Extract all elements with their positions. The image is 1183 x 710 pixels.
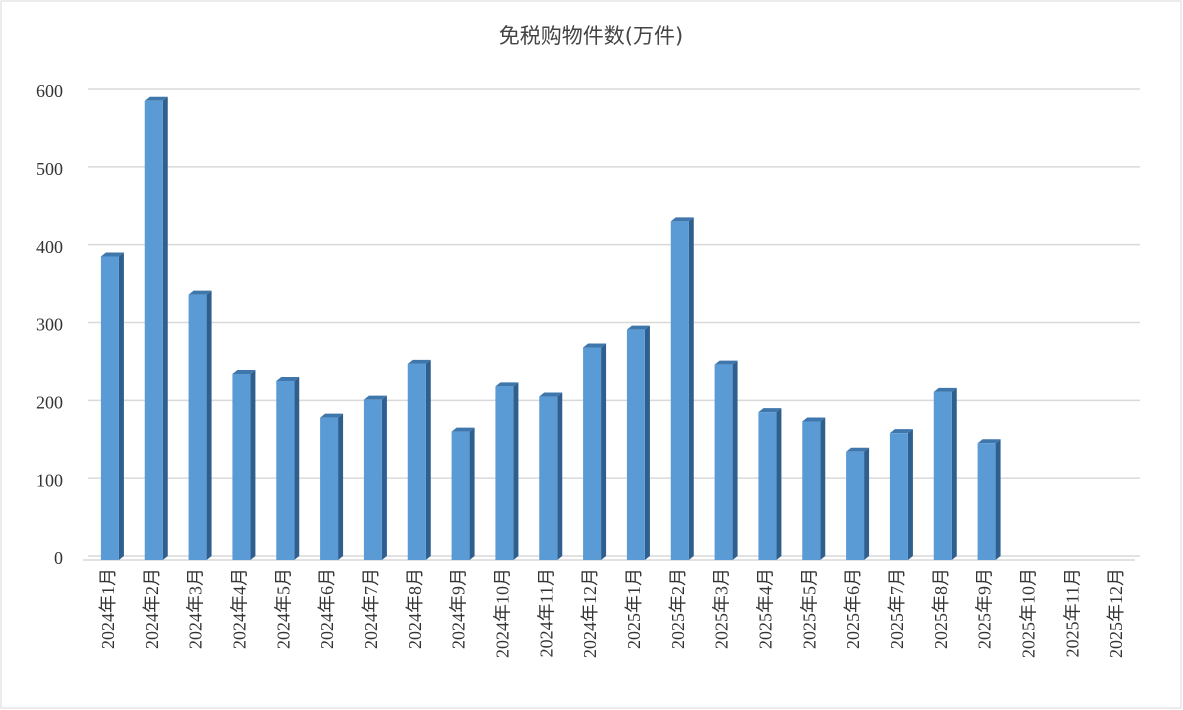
x-tick-label: 2024年9月 <box>449 568 469 649</box>
x-tick-label: 2024年12月 <box>580 568 600 658</box>
bar-side <box>995 439 1001 560</box>
bar <box>626 329 645 560</box>
bar-top <box>933 387 957 392</box>
x-tick-label: 2024年1月 <box>98 568 118 649</box>
x-tick-label: 2025年10月 <box>1019 568 1039 658</box>
bar <box>144 100 163 561</box>
bar-side <box>557 392 563 560</box>
bar <box>670 221 689 561</box>
x-tick-label: 2024年6月 <box>317 568 337 649</box>
bar <box>320 417 339 560</box>
y-tick-label: 0 <box>54 548 63 568</box>
bar-top <box>363 395 387 400</box>
bar-side <box>951 387 957 560</box>
x-tick-label: 2024年4月 <box>230 568 250 649</box>
x-tick-label: 2025年2月 <box>668 568 688 649</box>
x-tick-label: 2025年8月 <box>931 568 951 649</box>
x-tick-label: 2024年3月 <box>186 568 206 649</box>
x-tick-label: 2025年9月 <box>975 568 995 649</box>
x-tick-label: 2024年10月 <box>493 568 513 658</box>
bar-side <box>688 217 694 561</box>
bar-side <box>118 252 124 560</box>
bar-side <box>644 325 650 560</box>
bar-top <box>626 325 650 330</box>
x-tick-label: 2025年7月 <box>887 568 907 649</box>
bar-top <box>977 439 1001 444</box>
x-tick-label: 2024年7月 <box>361 568 381 649</box>
bar-side <box>425 359 431 560</box>
bar-top <box>539 392 563 397</box>
bar-side <box>469 427 475 560</box>
y-tick-label: 300 <box>36 315 63 335</box>
bar-top <box>407 359 431 364</box>
y-tick-label: 400 <box>36 237 63 257</box>
bar-side <box>513 382 519 560</box>
bar-side <box>162 96 168 561</box>
bar <box>583 347 602 560</box>
bar-top <box>714 360 738 365</box>
x-tick-label: 2024年11月 <box>536 568 556 657</box>
bar-side <box>381 395 387 560</box>
bar <box>977 443 996 560</box>
bar <box>495 386 514 560</box>
x-tick-label: 2024年2月 <box>142 568 162 649</box>
bar-top <box>846 447 870 452</box>
bar <box>100 256 119 560</box>
bar-side <box>601 343 607 560</box>
y-tick-label: 600 <box>36 81 63 101</box>
bar-top <box>583 343 607 348</box>
bar-top <box>188 290 212 295</box>
bar-top <box>232 369 256 374</box>
x-tick-label: 2025年1月 <box>624 568 644 649</box>
x-tick-label: 2025年11月 <box>1062 568 1082 657</box>
y-tick-label: 200 <box>36 392 63 412</box>
x-tick-label: 2025年3月 <box>712 568 732 649</box>
bar-side <box>907 429 913 560</box>
bar <box>232 373 251 560</box>
x-tick-label: 2025年4月 <box>756 568 776 649</box>
bar <box>407 363 426 560</box>
bar-top <box>758 408 782 413</box>
bar-side <box>206 290 212 560</box>
bar-top <box>276 376 300 381</box>
y-tick-label: 500 <box>36 159 63 179</box>
bar-top <box>495 382 519 387</box>
bar-side <box>732 360 738 560</box>
bar-top <box>802 417 826 422</box>
bar <box>802 421 821 560</box>
x-tick-label: 2025年6月 <box>843 568 863 649</box>
bar <box>539 396 558 560</box>
bar-side <box>250 369 256 560</box>
bar <box>889 433 908 560</box>
x-tick-label: 2024年5月 <box>273 568 293 649</box>
x-tick-label: 2024年8月 <box>405 568 425 649</box>
chart-title: 免税购物件数(万件) <box>499 24 683 48</box>
bar-top <box>320 413 344 418</box>
bar-top <box>100 252 124 257</box>
bar <box>276 380 295 560</box>
bar <box>933 391 952 560</box>
bar-top <box>451 427 475 432</box>
bar-side <box>294 376 300 560</box>
bar <box>363 399 382 560</box>
bar-side <box>776 408 782 560</box>
y-tick-label: 100 <box>36 470 63 490</box>
bar-side <box>864 447 870 560</box>
bar-top <box>670 217 694 222</box>
bar-top <box>889 429 913 434</box>
bar <box>188 294 207 560</box>
x-tick-label: 2025年5月 <box>799 568 819 649</box>
bar-side <box>820 417 826 560</box>
bar-top <box>144 96 168 101</box>
bar <box>758 412 777 560</box>
x-tick-label: 2025年12月 <box>1106 568 1126 658</box>
bar <box>714 364 733 560</box>
bar-side <box>338 413 344 560</box>
bar <box>451 431 470 560</box>
bar <box>846 451 865 560</box>
